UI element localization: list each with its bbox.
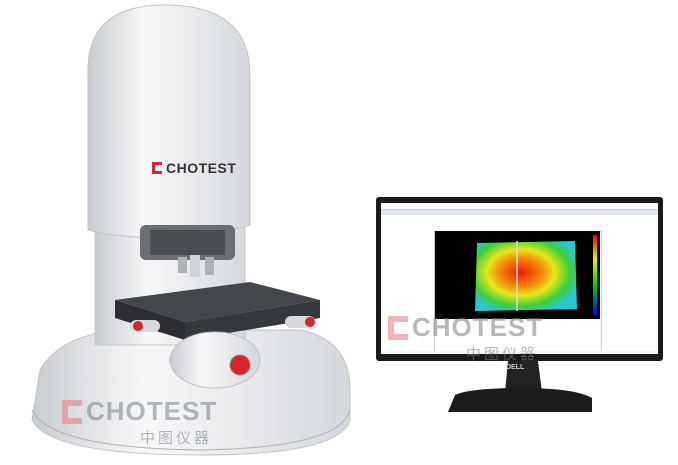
objective-turret: [140, 225, 235, 277]
xy-stage: [115, 282, 320, 340]
brand-mark-icon: [388, 315, 408, 340]
menu-tabs: [381, 210, 658, 215]
focus-knob: [229, 354, 251, 376]
watermark: CHOTEST 中图仪器: [388, 312, 543, 364]
ribbon-toolbar: [381, 215, 658, 232]
brand-mark-icon: [152, 162, 162, 174]
3d-view: [435, 231, 600, 319]
software-window: [381, 203, 658, 354]
machine-logo: CHOTEST: [152, 160, 236, 176]
control-panel: [601, 231, 658, 351]
brand-mark-icon: [62, 399, 82, 424]
machine-head: [87, 4, 251, 239]
watermark: CHOTEST 中图仪器: [62, 396, 217, 448]
profile-chart: [435, 320, 600, 351]
monitor-brand: DELL: [506, 364, 525, 371]
title-bar: [381, 203, 658, 210]
